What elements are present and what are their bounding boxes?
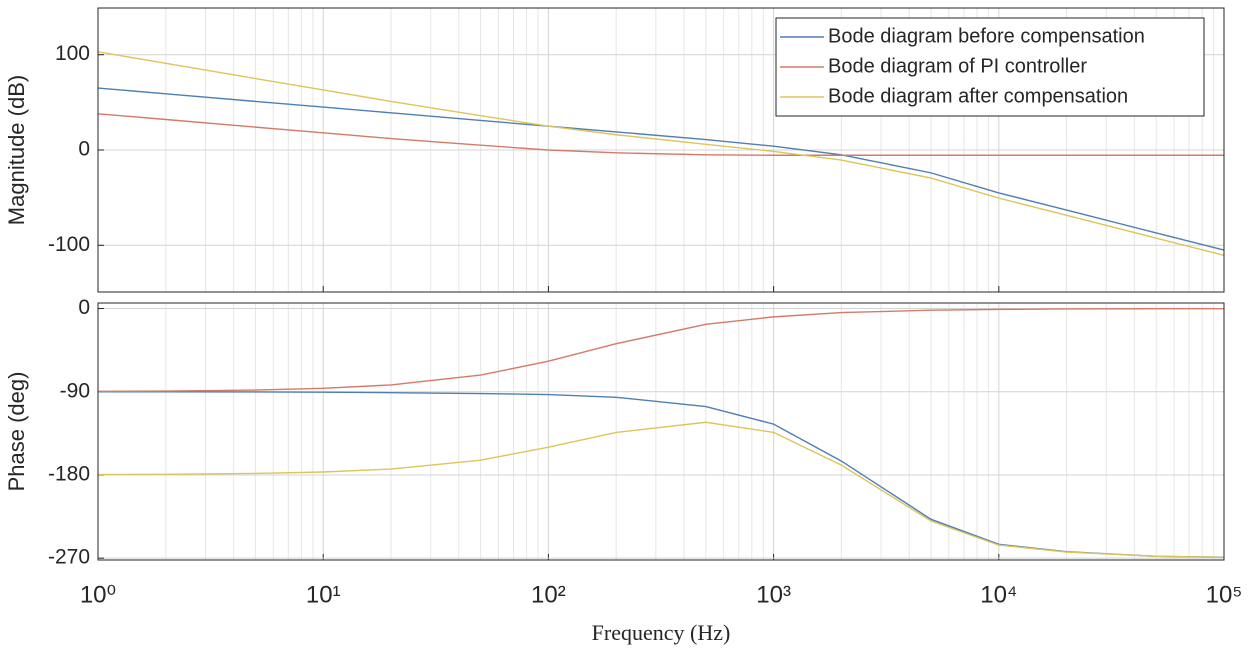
y-tick-label: 0 bbox=[78, 296, 90, 319]
legend-label: Bode diagram of PI controller bbox=[828, 55, 1087, 77]
x-tick-label: 10⁴ bbox=[980, 581, 1017, 608]
x-tick-label: 10⁵ bbox=[1206, 581, 1243, 608]
legend-box bbox=[775, 17, 1205, 117]
y-tick-label: 100 bbox=[55, 42, 90, 65]
legend-label: Bode diagram before compensation bbox=[828, 25, 1145, 47]
series-line bbox=[97, 87, 1225, 251]
x-tick-label: 10³ bbox=[756, 581, 791, 608]
y-tick-label: -270 bbox=[48, 546, 90, 569]
series-line bbox=[97, 421, 1225, 559]
axes-box bbox=[97, 7, 1225, 293]
series-line bbox=[97, 51, 1225, 256]
legend-label: Bode diagram after compensation bbox=[828, 85, 1128, 107]
y-tick-label: -180 bbox=[48, 462, 90, 485]
y-tick-label: 0 bbox=[78, 138, 90, 161]
y-axis-label: Magnitude (dB) bbox=[4, 75, 29, 225]
x-tick-label: 10¹ bbox=[306, 581, 341, 608]
x-tick-label: 10² bbox=[531, 581, 566, 608]
plot-area bbox=[98, 303, 1224, 560]
y-axis-label: Phase (deg) bbox=[4, 372, 29, 492]
series-line bbox=[97, 113, 1224, 156]
series-line bbox=[97, 307, 1225, 393]
x-tick-label: 10⁰ bbox=[80, 581, 116, 608]
axes-box bbox=[97, 302, 1225, 561]
y-tick-label: -90 bbox=[60, 379, 90, 402]
x-axis-label: Frequency (Hz) bbox=[592, 620, 731, 645]
y-tick-label: -100 bbox=[48, 233, 90, 256]
